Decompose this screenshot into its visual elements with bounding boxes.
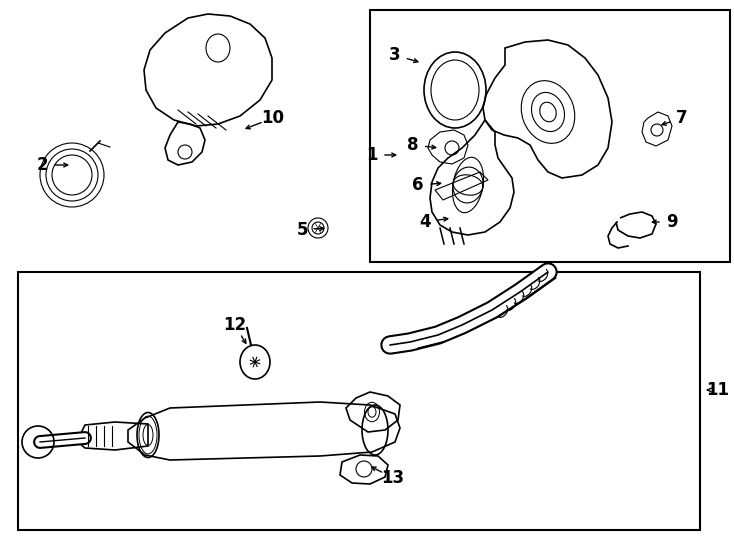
Text: 10: 10 bbox=[261, 109, 285, 127]
Text: 13: 13 bbox=[382, 469, 404, 487]
Bar bbox=[370, 10, 730, 262]
Text: 4: 4 bbox=[419, 213, 431, 231]
Text: 11: 11 bbox=[707, 381, 730, 399]
Text: 7: 7 bbox=[676, 109, 688, 127]
Text: 6: 6 bbox=[413, 176, 424, 194]
Text: 5: 5 bbox=[297, 221, 308, 239]
Bar bbox=[18, 272, 700, 530]
Text: 9: 9 bbox=[666, 213, 677, 231]
Text: 1: 1 bbox=[366, 146, 378, 164]
Text: 3: 3 bbox=[389, 46, 401, 64]
Text: 12: 12 bbox=[223, 316, 247, 334]
Text: 8: 8 bbox=[407, 136, 419, 154]
Text: 2: 2 bbox=[36, 156, 48, 174]
